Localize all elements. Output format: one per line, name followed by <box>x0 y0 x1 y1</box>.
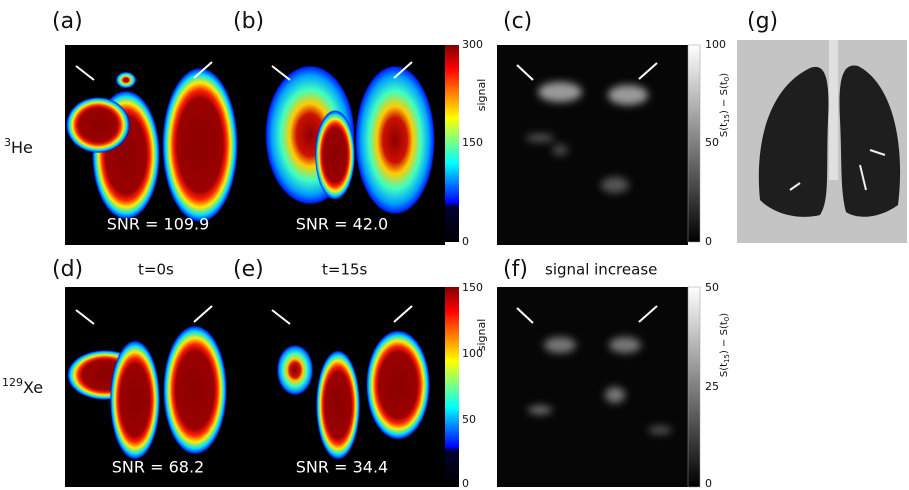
tick-label: 100 <box>705 38 726 51</box>
colorbar-label: signal <box>475 319 488 352</box>
panel-label: (a) <box>52 9 83 34</box>
tick-label: 50 <box>705 136 719 149</box>
tick-label: 150 <box>462 281 483 294</box>
figure: 3He 129Xe (a) (b) (c) (d) (e) (f) (g) t=… <box>0 0 909 490</box>
colorbar-label: S(t15) − S(t0) <box>719 313 731 377</box>
snr: SNR = 42.0 <box>296 215 388 234</box>
row-label: 129Xe <box>2 376 43 397</box>
tick-label: 50 <box>705 281 719 294</box>
panel-label: (c) <box>503 9 532 34</box>
panel-label: (f) <box>503 257 528 282</box>
tick-label: 0 <box>705 477 712 490</box>
panel-label: (d) <box>52 257 83 282</box>
colorbar: 150 100 50 0 signal <box>445 281 488 490</box>
tick-label: 25 <box>705 380 719 393</box>
ct-image <box>737 40 907 243</box>
column-title: t=15s <box>322 261 368 279</box>
tick-label: 0 <box>462 235 469 248</box>
panel-label: (b) <box>233 9 264 34</box>
column-title: signal increase <box>545 261 657 279</box>
panel-label: (g) <box>747 9 778 34</box>
column-title: t=0s <box>138 261 174 279</box>
tick-label: 0 <box>705 235 712 248</box>
snr: SNR = 34.4 <box>296 458 388 477</box>
tick-label: 0 <box>462 477 469 490</box>
row-label: 3He <box>4 136 33 157</box>
colorbar: 50 25 0 S(t15) − S(t0) <box>688 281 731 490</box>
colorbar: 100 50 0 S(t15) − S(t0) <box>688 38 731 248</box>
snr: SNR = 68.2 <box>112 458 204 477</box>
colorbar-label: signal <box>475 79 488 112</box>
tick-label: 150 <box>462 136 483 149</box>
snr: SNR = 109.9 <box>107 215 210 234</box>
colorbar: 300 150 0 signal <box>445 38 488 248</box>
tick-label: 300 <box>462 38 483 51</box>
panel-label: (e) <box>233 257 264 282</box>
colorbar-label: S(t15) − S(t0) <box>719 73 731 137</box>
tick-label: 50 <box>462 413 476 426</box>
